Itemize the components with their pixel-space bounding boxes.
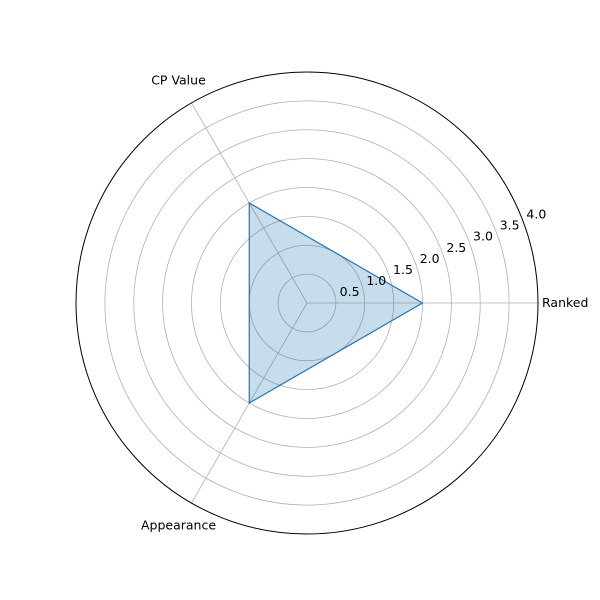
r-tick-label: 3.5 [500,218,520,233]
r-tick-label: 3.0 [473,229,493,244]
r-tick-label: 4.0 [526,207,546,222]
r-tick-label: 1.0 [366,273,386,288]
category-axis-label: CP Value [151,72,206,87]
category-axis-label: Appearance [141,518,216,533]
outer-frame [75,71,539,535]
series-area [248,201,424,405]
r-tick-label: 1.5 [393,262,413,277]
r-tick-label: 2.5 [446,240,466,255]
tick-label-layer: 0.5 1.0 1.5 2.0 2.5 3.0 3.5 4.0 [340,207,547,299]
category-axis-label: Ranked [542,295,588,310]
series-layer [248,201,424,405]
r-tick-label: 0.5 [340,284,360,299]
axis-label-layer: Ranked CP Value Appearance [141,72,588,532]
r-tick-label: 2.0 [420,251,440,266]
